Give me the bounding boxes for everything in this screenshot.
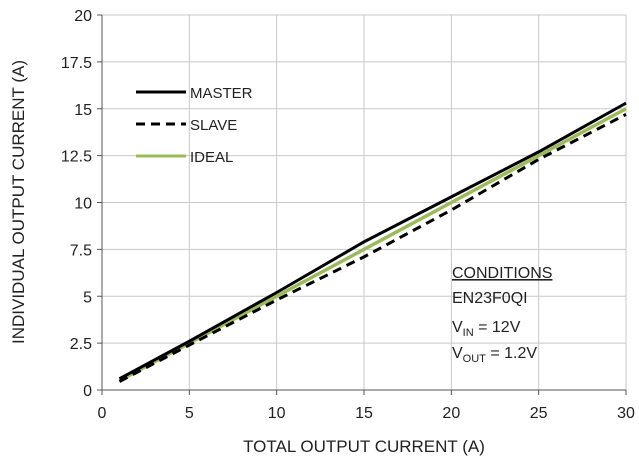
series-line xyxy=(118,107,627,383)
conditions-device: EN23F0QI xyxy=(452,290,528,307)
x-tick-label: 30 xyxy=(617,405,635,422)
conditions-heading: CONDITIONS xyxy=(452,265,552,282)
x-tick-label: 5 xyxy=(185,405,194,422)
x-tick-label: 25 xyxy=(530,405,548,422)
conditions-vin: VIN = 12V xyxy=(452,319,521,339)
x-tick-label: 0 xyxy=(98,405,107,422)
series-line xyxy=(118,113,627,383)
legend-label: MASTER xyxy=(190,85,253,102)
y-tick-label: 15 xyxy=(74,102,92,119)
y-axis-label: INDIVIDUAL OUTPUT CURRENT (A) xyxy=(9,60,28,344)
y-tick-label: 12.5 xyxy=(61,149,92,166)
y-tick-label: 10 xyxy=(74,196,92,213)
legend-label: SLAVE xyxy=(190,117,237,134)
vin-main: V xyxy=(452,319,463,336)
y-tick-label: 0 xyxy=(83,383,92,400)
vin-sub: IN xyxy=(463,327,474,339)
y-tick-label: 7.5 xyxy=(70,242,92,259)
series-line xyxy=(118,101,627,381)
y-tick-label: 20 xyxy=(74,8,92,25)
conditions-vout: VOUT = 1.2V xyxy=(452,345,537,365)
legend-label: IDEAL xyxy=(190,149,233,166)
x-axis-label: TOTAL OUTPUT CURRENT (A) xyxy=(243,437,485,456)
x-tick-label: 10 xyxy=(268,405,286,422)
vout-sub: OUT xyxy=(463,353,487,365)
vout-main: V xyxy=(452,345,463,362)
y-tick-label: 17.5 xyxy=(61,55,92,72)
y-tick-label: 5 xyxy=(83,289,92,306)
x-tick-label: 15 xyxy=(355,405,373,422)
plot: 0 2.5 5 7.5 10 12.5 15 17.5 20 0 5 10 15 20 25 30 MASTER… xyxy=(61,8,635,422)
vin-rest: = 12V xyxy=(474,319,521,336)
y-tick-label: 2.5 xyxy=(70,336,92,353)
x-tick-label: 20 xyxy=(442,405,460,422)
vout-rest: = 1.2V xyxy=(486,345,537,362)
conditions: CONDITIONS EN23F0QI VIN = 12V VOUT = 1.2… xyxy=(452,265,552,365)
